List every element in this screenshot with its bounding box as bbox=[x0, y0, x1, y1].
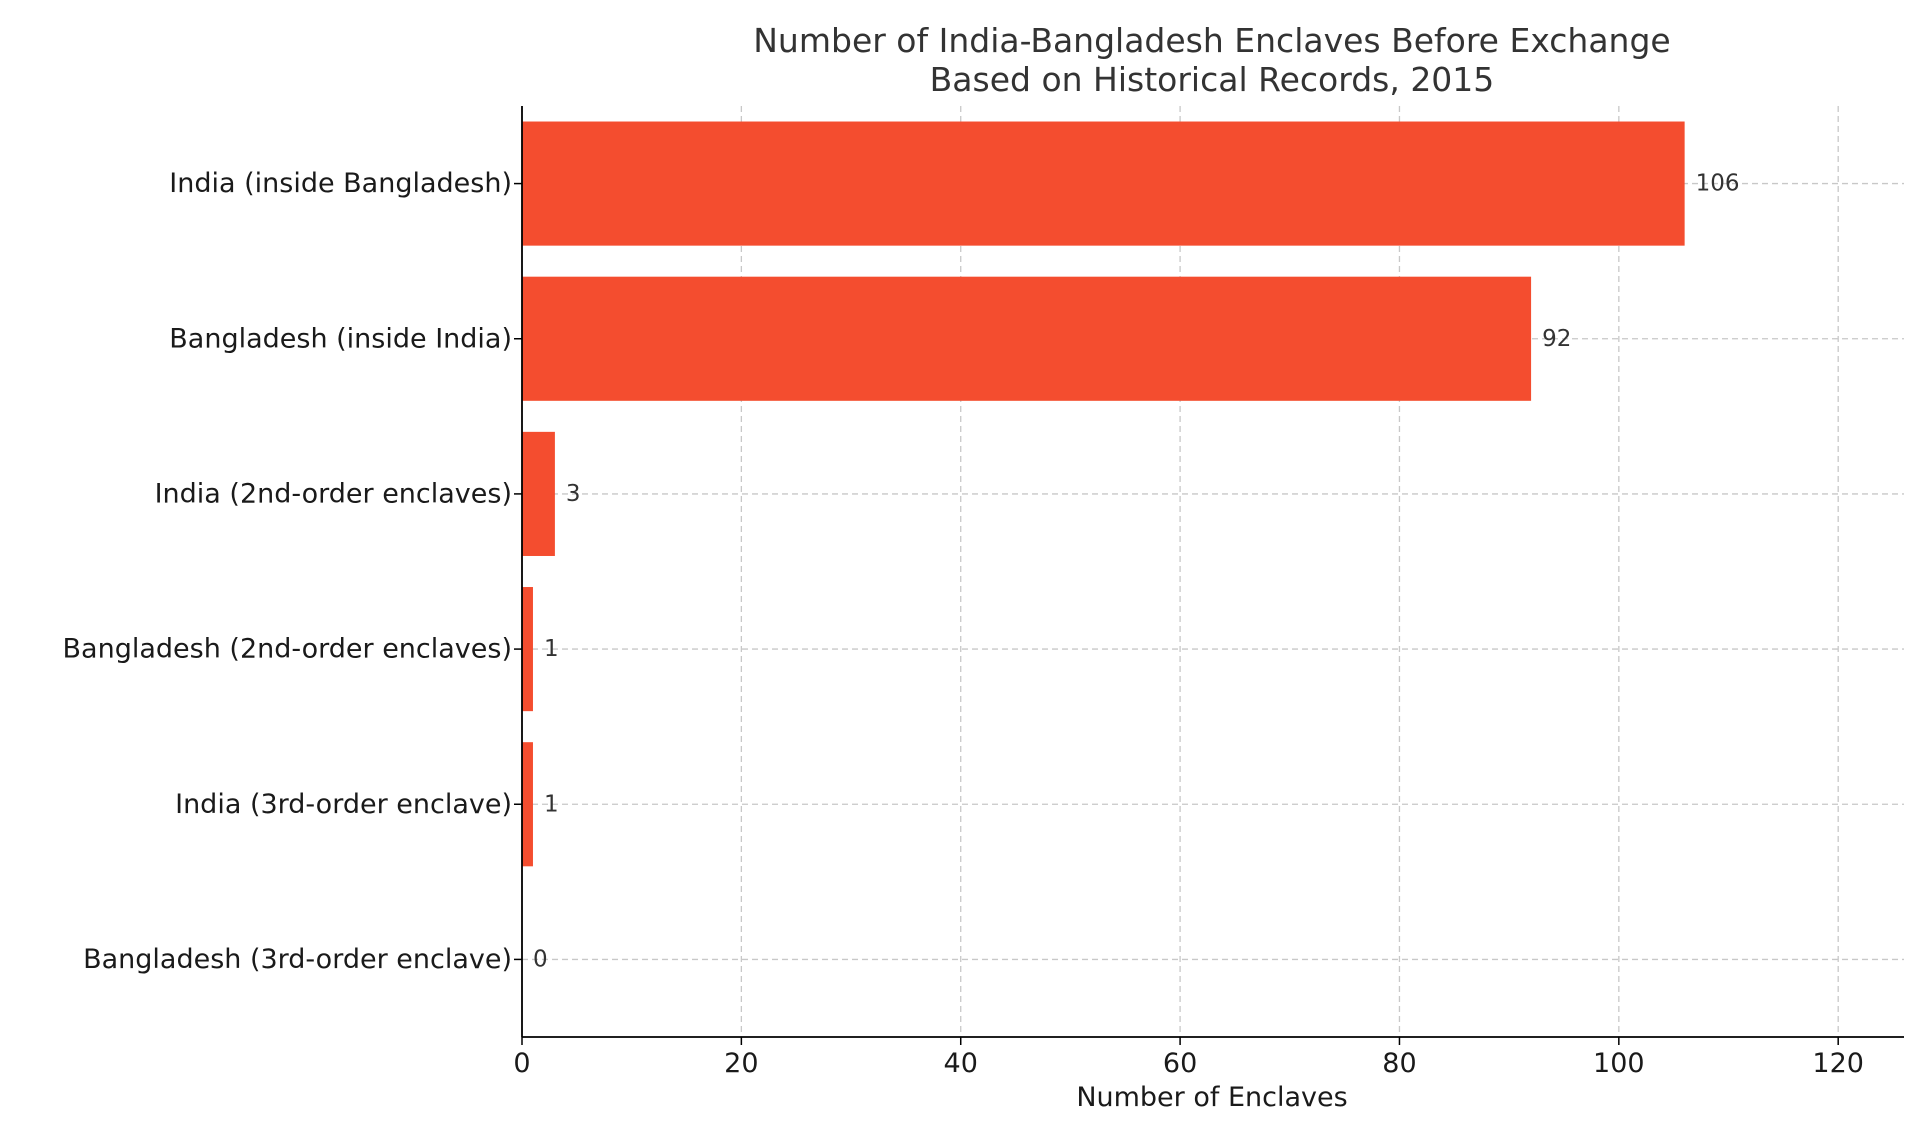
category-label-2: India (2nd-order enclaves) bbox=[155, 478, 512, 509]
category-label-5: Bangladesh (3rd-order enclave) bbox=[83, 944, 512, 975]
x-tick-label-6: 120 bbox=[1812, 1048, 1864, 1079]
category-label-1: Bangladesh (inside India) bbox=[169, 323, 512, 354]
bar-3 bbox=[522, 587, 533, 712]
bar-2 bbox=[522, 431, 555, 556]
x-tick-label-3: 60 bbox=[1163, 1048, 1197, 1079]
data-label-1: 92 bbox=[1542, 326, 1571, 352]
chart-subtitle: Based on Historical Records, 2015 bbox=[930, 60, 1495, 99]
data-label-2: 3 bbox=[566, 481, 581, 507]
chart-title: Number of India-Bangladesh Enclaves Befo… bbox=[753, 21, 1670, 60]
x-tick-label-4: 80 bbox=[1382, 1048, 1416, 1079]
x-tick-label-1: 20 bbox=[724, 1048, 758, 1079]
bar-layer: 106 92 3 1 1 0 bbox=[522, 121, 1740, 972]
data-label-4: 1 bbox=[544, 791, 559, 817]
data-label-0: 106 bbox=[1696, 171, 1740, 197]
bar-4 bbox=[522, 742, 533, 867]
bar-0 bbox=[522, 121, 1685, 246]
x-axis-label: Number of Enclaves bbox=[1076, 1082, 1347, 1113]
x-tick-label-2: 40 bbox=[944, 1048, 978, 1079]
data-label-3: 1 bbox=[544, 636, 559, 662]
x-tick-label-5: 100 bbox=[1593, 1048, 1645, 1079]
x-tick-label-0: 0 bbox=[513, 1048, 530, 1079]
bar-1 bbox=[522, 276, 1532, 401]
data-label-5: 0 bbox=[533, 946, 548, 972]
axis-layer: India (inside Bangladesh) Bangladesh (ins… bbox=[63, 106, 1904, 1079]
category-label-0: India (inside Bangladesh) bbox=[169, 168, 512, 199]
category-label-3: Bangladesh (2nd-order enclaves) bbox=[63, 634, 512, 665]
category-label-4: India (3rd-order enclave) bbox=[175, 789, 512, 820]
